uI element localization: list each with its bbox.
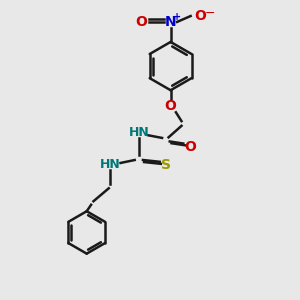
Text: +: + [173,12,181,22]
Text: −: − [204,7,215,20]
Text: HN: HN [100,158,121,171]
Text: O: O [194,9,206,23]
Text: O: O [135,15,147,29]
Text: N: N [165,15,176,29]
Text: HN: HN [128,126,149,140]
Text: S: S [161,158,171,172]
Text: O: O [184,140,196,154]
Text: O: O [165,99,176,113]
